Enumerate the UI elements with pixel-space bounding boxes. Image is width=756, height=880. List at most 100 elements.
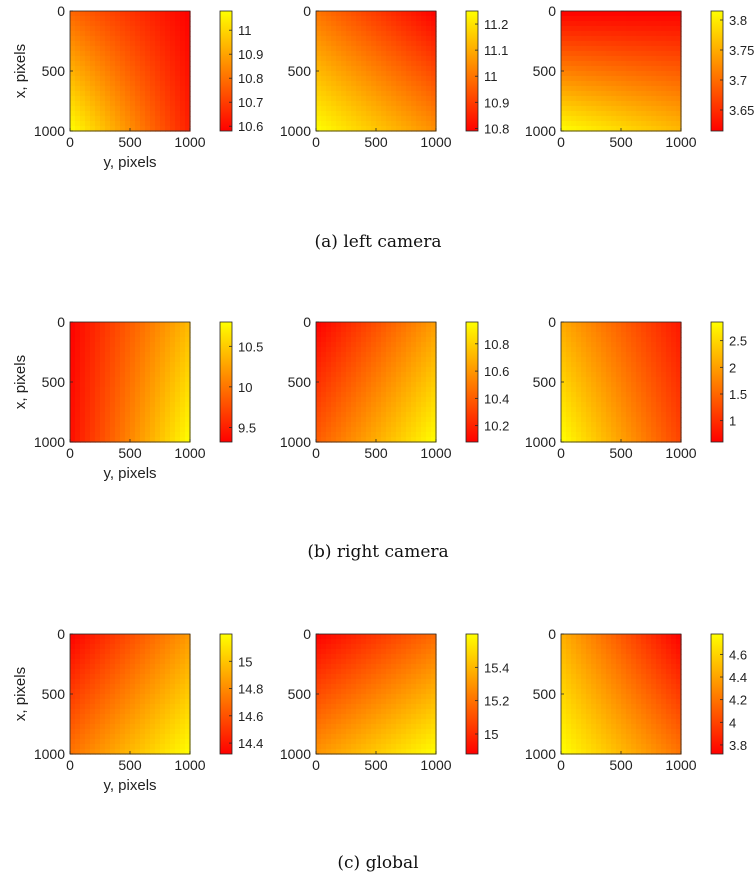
heatmap-cell bbox=[75, 126, 81, 132]
heatmap-cell bbox=[581, 322, 587, 328]
heatmap-cell bbox=[100, 342, 106, 348]
heatmap-cell bbox=[321, 71, 327, 77]
heatmap-cell bbox=[331, 327, 337, 333]
heatmap-cell bbox=[110, 397, 116, 403]
heatmap-cell bbox=[85, 407, 91, 413]
heatmap-cell bbox=[601, 649, 607, 655]
heatmap-cell bbox=[110, 352, 116, 358]
heatmap-cell bbox=[185, 664, 191, 670]
heatmap-cell bbox=[561, 649, 567, 655]
heatmap-cell bbox=[351, 664, 357, 670]
heatmap-cell bbox=[666, 362, 672, 368]
heatmap-cell bbox=[150, 402, 156, 408]
heatmap-cell bbox=[100, 649, 106, 655]
heatmap-cell bbox=[411, 694, 417, 700]
heatmap-cell bbox=[426, 377, 432, 383]
heatmap-cell bbox=[411, 372, 417, 378]
heatmap-cell bbox=[586, 714, 592, 720]
heatmap-cell bbox=[616, 51, 622, 57]
heatmap-cell bbox=[411, 26, 417, 32]
heatmap-cell bbox=[651, 377, 657, 383]
heatmap-cell bbox=[391, 654, 397, 660]
heatmap-cell bbox=[371, 719, 377, 725]
heatmap-cell bbox=[135, 86, 141, 92]
heatmap-cell bbox=[676, 11, 682, 17]
heatmap-cell bbox=[70, 347, 76, 353]
heatmap-cell bbox=[135, 41, 141, 47]
heatmap-cell bbox=[165, 724, 171, 730]
heatmap-cell bbox=[130, 412, 136, 418]
heatmap-cell bbox=[566, 46, 572, 52]
heatmap-cell bbox=[646, 357, 652, 363]
heatmap-cell bbox=[571, 664, 577, 670]
heatmap-cell bbox=[85, 377, 91, 383]
heatmap-cell bbox=[321, 81, 327, 87]
heatmap-cell bbox=[165, 36, 171, 42]
heatmap-cell bbox=[671, 417, 677, 423]
heatmap-cell bbox=[175, 387, 181, 393]
heatmap-cell bbox=[616, 86, 622, 92]
heatmap-cell bbox=[170, 639, 176, 645]
heatmap-cell bbox=[376, 709, 382, 715]
heatmap-cell bbox=[326, 352, 332, 358]
heatmap-cell bbox=[661, 437, 667, 443]
heatmap-cell bbox=[145, 699, 151, 705]
heatmap-cell bbox=[331, 362, 337, 368]
heatmap-cell bbox=[666, 427, 672, 433]
heatmap-cell bbox=[566, 694, 572, 700]
heatmap-cell bbox=[351, 357, 357, 363]
heatmap-cell bbox=[180, 347, 186, 353]
heatmap-cell bbox=[566, 704, 572, 710]
heatmap-cell bbox=[581, 427, 587, 433]
heatmap-cell bbox=[155, 362, 161, 368]
heatmap-cell bbox=[401, 644, 407, 650]
heatmap-cell bbox=[571, 417, 577, 423]
heatmap-cell bbox=[576, 332, 582, 338]
heatmap-cell bbox=[391, 342, 397, 348]
heatmap-cell bbox=[386, 347, 392, 353]
heatmap-cell bbox=[100, 734, 106, 740]
heatmap-cell bbox=[396, 337, 402, 343]
heatmap-cell bbox=[421, 402, 427, 408]
heatmap-cell bbox=[396, 352, 402, 358]
heatmap-cell bbox=[120, 332, 126, 338]
heatmap-cell bbox=[175, 41, 181, 47]
heatmap-cell bbox=[396, 11, 402, 17]
heatmap-cell bbox=[170, 634, 176, 640]
colorbar bbox=[219, 10, 233, 132]
heatmap-cell bbox=[636, 56, 642, 62]
heatmap-cell bbox=[616, 126, 622, 132]
heatmap-cell bbox=[636, 16, 642, 22]
heatmap-cell bbox=[85, 106, 91, 112]
heatmap-cell bbox=[90, 11, 96, 17]
heatmap-cell bbox=[671, 76, 677, 82]
heatmap-cell bbox=[571, 694, 577, 700]
heatmap-cell bbox=[386, 684, 392, 690]
heatmap-cell bbox=[591, 392, 597, 398]
heatmap-cell bbox=[105, 357, 111, 363]
heatmap-cell bbox=[75, 407, 81, 413]
heatmap-cell bbox=[326, 432, 332, 438]
heatmap-cell bbox=[170, 644, 176, 650]
heatmap-cell bbox=[591, 347, 597, 353]
heatmap-cell bbox=[115, 342, 121, 348]
heatmap-cell bbox=[125, 111, 131, 117]
heatmap-cell bbox=[626, 21, 632, 27]
heatmap-cell bbox=[351, 689, 357, 695]
heatmap-cell bbox=[661, 347, 667, 353]
heatmap-cell bbox=[386, 749, 392, 755]
heatmap-cell bbox=[165, 714, 171, 720]
heatmap-cell bbox=[140, 372, 146, 378]
heatmap-cell bbox=[125, 412, 131, 418]
y-tick-label: 500 bbox=[42, 374, 66, 390]
heatmap-cell bbox=[135, 719, 141, 725]
heatmap-cell bbox=[160, 437, 166, 443]
heatmap-cell bbox=[576, 397, 582, 403]
heatmap-cell bbox=[426, 96, 432, 102]
heatmap-cell bbox=[616, 81, 622, 87]
heatmap-cell bbox=[120, 649, 126, 655]
heatmap-cell bbox=[145, 337, 151, 343]
heatmap-cell bbox=[361, 714, 367, 720]
heatmap-cell bbox=[331, 674, 337, 680]
